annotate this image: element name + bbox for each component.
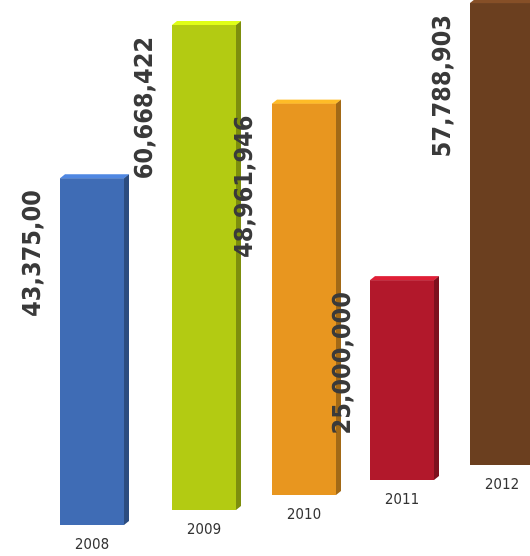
- bar: [370, 280, 434, 480]
- bar-top: [272, 99, 341, 104]
- value-label: 25,000,000: [327, 292, 356, 434]
- bar-side: [236, 21, 241, 510]
- category-label: 2011: [385, 490, 419, 508]
- value-label: 48,961,946: [229, 116, 258, 258]
- bar-top: [60, 174, 129, 179]
- category-label: 2012: [485, 475, 519, 493]
- category-label: 2010: [287, 505, 321, 523]
- bar-top: [370, 276, 439, 281]
- value-label: 60,668,422: [129, 37, 158, 179]
- bar: [60, 178, 124, 525]
- value-label: 57,788,903: [427, 15, 456, 157]
- bar: [272, 103, 336, 495]
- bar-side: [124, 174, 129, 525]
- bar-side: [336, 99, 341, 495]
- bar: [470, 3, 530, 466]
- bar-side: [434, 276, 439, 480]
- value-label: 43,375,00: [17, 190, 46, 317]
- category-label: 2008: [75, 535, 109, 553]
- bar-top: [172, 21, 241, 25]
- category-label: 2009: [187, 520, 221, 538]
- bar: [172, 25, 236, 510]
- bar-top: [470, 0, 530, 4]
